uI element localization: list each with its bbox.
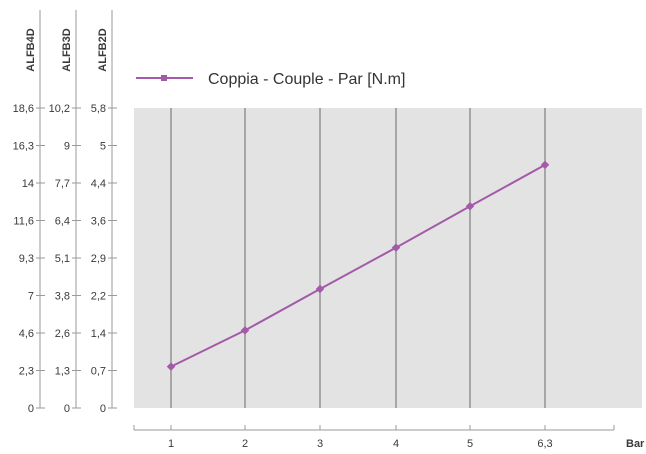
grid-lines — [170, 108, 546, 408]
y-tick-label: 0 — [100, 403, 106, 415]
y-tick-label: 3,6 — [91, 216, 106, 228]
y-tick-label: 4,6 — [19, 328, 34, 340]
y-axes: 0 2,3 4,6 7 9,3 11,6 14 16,3 18,6 ALFB4D 0 1,3 2,6 3,… — [13, 10, 117, 415]
y-tick-label: 16,3 — [13, 141, 34, 153]
legend-marker — [161, 75, 167, 81]
legend-label: Coppia - Couple - Par [N.m] — [208, 71, 405, 88]
y-axis-title: ALFB2D — [97, 28, 109, 71]
y-tick-label: 9,3 — [19, 253, 34, 265]
y-tick-label: 2,2 — [91, 291, 106, 303]
x-tick-label: 6,3 — [537, 438, 552, 450]
y-tick-label: 1,3 — [55, 366, 70, 378]
y-tick-label: 5,1 — [55, 253, 70, 265]
y-tick-label: 2,3 — [19, 366, 34, 378]
data-point — [465, 202, 475, 211]
data-point — [315, 284, 325, 294]
y-tick-label: 0 — [28, 403, 34, 415]
y-tick-label: 10,2 — [49, 103, 70, 115]
y-tick-label: 1,4 — [91, 328, 106, 340]
x-axis: 1 2 3 4 5 6,3 Bar — [133, 425, 645, 450]
plot-background — [134, 108, 642, 408]
series-line — [170, 164, 546, 368]
data-point — [166, 362, 176, 371]
x-axis-label: Bar — [626, 438, 645, 450]
y-tick-label: 11,6 — [13, 216, 34, 228]
x-tick-label: 5 — [467, 438, 473, 450]
y-tick-label: 4,4 — [91, 178, 106, 190]
x-tick-label: 3 — [317, 438, 323, 450]
x-tick-label: 1 — [168, 438, 174, 450]
y-tick-label: 14 — [22, 178, 34, 190]
y-tick-label: 18,6 — [13, 103, 34, 115]
data-point — [391, 243, 401, 252]
x-tick-label: 4 — [393, 438, 399, 450]
y-tick-label: 6,4 — [55, 216, 70, 228]
y-tick-label: 5,8 — [91, 103, 106, 115]
data-point — [240, 326, 250, 335]
y-tick-label: 3,8 — [55, 291, 70, 303]
y-tick-label: 7,7 — [55, 178, 70, 190]
y-tick-label: 0 — [64, 403, 70, 415]
y-tick-label: 0,7 — [91, 366, 106, 378]
y-tick-label: 9 — [64, 141, 70, 153]
y-axis-title: ALFB4D — [25, 28, 37, 71]
y-tick-label: 2,6 — [55, 328, 70, 340]
legend: Coppia - Couple - Par [N.m] — [136, 71, 405, 88]
y-tick-label: 5 — [100, 141, 106, 153]
y-tick-label: 7 — [28, 291, 34, 303]
x-tick-label: 2 — [242, 438, 248, 450]
y-axis-title: ALFB3D — [61, 28, 73, 71]
y-tick-label: 2,9 — [91, 253, 106, 265]
